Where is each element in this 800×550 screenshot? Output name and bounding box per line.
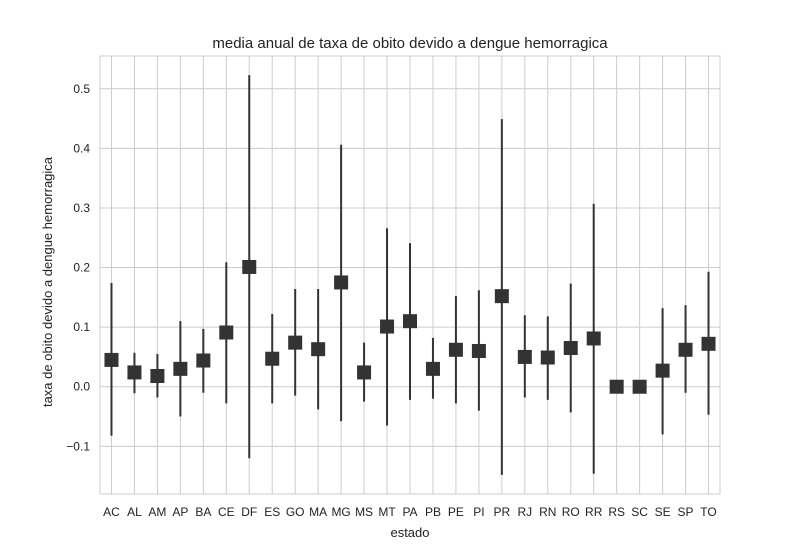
- x-tick-label: GO: [286, 505, 305, 519]
- data-point: [403, 314, 417, 329]
- data-point: [127, 365, 142, 380]
- x-tick-label: MG: [331, 505, 350, 519]
- y-tick-label: 0.2: [73, 261, 90, 275]
- x-tick-label: SP: [678, 505, 694, 519]
- data-point: [678, 342, 693, 357]
- data-markers: [104, 259, 716, 394]
- data-point: [311, 342, 326, 357]
- x-tick-labels: AC AL AM AP BA CE DF ES GO MA MG MS MT PA PB PE PI PR RJ RN…: [103, 505, 717, 519]
- x-tick-label: PI: [473, 505, 484, 519]
- y-tick-label: 0.3: [73, 201, 90, 215]
- data-point: [540, 350, 555, 365]
- data-point: [334, 275, 349, 290]
- data-point: [563, 341, 578, 355]
- data-point: [655, 363, 670, 378]
- y-axis-label: taxa de obito devido a dengue hemorragic…: [40, 156, 55, 407]
- data-point: [471, 343, 486, 358]
- data-point: [586, 331, 601, 346]
- x-tick-label: SC: [631, 505, 648, 519]
- data-point: [380, 319, 395, 334]
- x-tick-label: MS: [355, 505, 373, 519]
- y-tick-label: −0.1: [66, 439, 90, 453]
- x-tick-label: PR: [494, 505, 511, 519]
- data-point: [173, 361, 188, 376]
- x-tick-label: DF: [241, 505, 257, 519]
- x-tick-label: PA: [402, 505, 417, 519]
- x-tick-label: CE: [218, 505, 235, 519]
- y-tick-labels: −0.1 0.0 0.1 0.2 0.3 0.4 0.5: [66, 82, 90, 454]
- chart-title: media anual de taxa de obito devido a de…: [212, 35, 608, 52]
- y-tick-label: 0.1: [73, 320, 90, 334]
- data-point: [494, 289, 509, 304]
- data-point: [242, 259, 257, 274]
- data-point: [425, 361, 440, 376]
- plot-frame: [99, 55, 721, 495]
- x-tick-label: TO: [700, 505, 716, 519]
- data-point: [104, 352, 119, 367]
- x-tick-label: RN: [539, 505, 556, 519]
- data-point: [701, 336, 716, 351]
- data-point: [448, 342, 463, 357]
- x-tick-label: AL: [127, 505, 142, 519]
- x-tick-label: RJ: [517, 505, 532, 519]
- x-tick-label: ES: [264, 505, 280, 519]
- data-point: [196, 353, 211, 368]
- y-tick-label: 0.0: [73, 380, 90, 394]
- x-tick-label: PE: [448, 505, 464, 519]
- y-tick-label: 0.4: [73, 141, 90, 155]
- x-tick-label: MA: [309, 505, 327, 519]
- data-point: [150, 369, 165, 384]
- data-point: [219, 325, 234, 340]
- x-tick-label: RS: [608, 505, 625, 519]
- x-tick-label: PB: [425, 505, 441, 519]
- x-tick-label: AP: [172, 505, 188, 519]
- x-axis-label: estado: [390, 525, 429, 540]
- x-tick-label: RR: [585, 505, 603, 519]
- data-point: [357, 365, 372, 380]
- x-tick-label: AC: [103, 505, 120, 519]
- x-tick-label: RO: [562, 505, 580, 519]
- data-point: [265, 351, 280, 366]
- x-tick-label: AM: [148, 505, 166, 519]
- data-point: [288, 335, 303, 350]
- x-tick-label: SE: [655, 505, 671, 519]
- x-tick-label: BA: [195, 505, 211, 519]
- data-point: [609, 379, 624, 394]
- data-point: [632, 379, 647, 394]
- data-point: [517, 349, 532, 364]
- y-tick-label: 0.5: [73, 82, 90, 96]
- x-tick-label: MT: [378, 505, 396, 519]
